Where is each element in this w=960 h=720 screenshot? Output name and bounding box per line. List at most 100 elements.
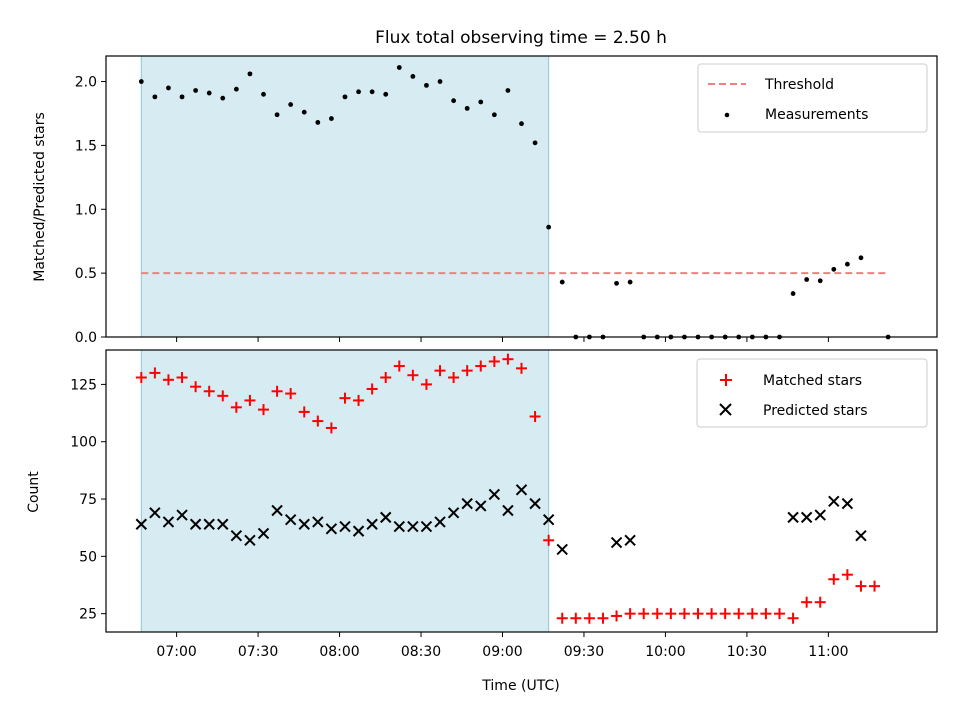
matched-stars-point <box>149 367 161 379</box>
measurements-point <box>329 116 334 121</box>
predicted-stars-point <box>312 516 324 528</box>
predicted-stars-point <box>542 513 555 526</box>
matched-stars-point <box>380 372 392 384</box>
matched-stars-point <box>325 422 337 434</box>
matched-stars-point <box>583 612 595 624</box>
matched-stars-point <box>597 612 609 624</box>
x-tick-label: 07:30 <box>238 644 278 660</box>
measurements-point <box>369 89 375 95</box>
matched-legend-label: Matched stars <box>763 373 862 389</box>
ratio-y-axis-label: Matched/Predicted stars <box>32 112 48 282</box>
predicted-stars-point <box>271 504 283 517</box>
measurements-point <box>206 90 212 96</box>
matched-stars-point <box>814 596 826 608</box>
figure-title: Flux total observing time = 2.50 h <box>375 28 667 48</box>
measurements-point <box>233 86 239 92</box>
matched-legend-swatch <box>720 374 732 386</box>
matched-stars-point <box>841 569 853 581</box>
x-tick-label: 11:00 <box>808 644 848 660</box>
y-tick-label: 75 <box>79 492 97 508</box>
matched-stars-point <box>529 410 541 422</box>
measurements-point <box>261 91 266 97</box>
matched-stars-point <box>407 369 419 381</box>
measurements-point <box>559 279 565 285</box>
predicted-stars-point <box>828 495 840 508</box>
x-tick-label: 09:00 <box>482 644 522 660</box>
measurements-point <box>437 79 443 84</box>
matched-stars-point <box>298 406 310 418</box>
measurements-point <box>247 71 253 77</box>
measurements-point <box>804 277 810 282</box>
matched-stars-point <box>556 612 568 624</box>
matched-stars-point <box>393 360 405 372</box>
measurements-point <box>546 224 552 230</box>
matched-stars-point <box>230 401 242 413</box>
matched-stars-point <box>217 390 229 402</box>
matched-stars-point <box>665 608 677 620</box>
count-panel: 25 50 75 100 125 07:00 07:30 08:00 08:30 09:00 09:… <box>26 349 938 694</box>
count-y-axis-label: Count <box>26 471 42 513</box>
count-marks <box>135 353 881 624</box>
matched-stars-point <box>692 608 704 620</box>
ratio-legend: Threshold Measurements <box>697 63 928 133</box>
predicted-stars-point <box>393 520 406 533</box>
ratio-panel: 0.00.51.01.52.0 Matched/Predicted stars … <box>32 55 938 346</box>
ratio-legend-box <box>697 63 928 133</box>
measurements-point <box>790 291 796 296</box>
measurements-point <box>152 94 158 100</box>
predicted-stars-point <box>339 520 351 533</box>
matched-stars-point <box>516 362 527 374</box>
measurements-legend-label: Measurements <box>765 107 868 123</box>
predicted-stars-point <box>257 527 270 540</box>
x-tick-label: 09:30 <box>564 644 604 660</box>
matched-stars-point <box>475 360 487 372</box>
predicted-stars-point <box>135 518 148 530</box>
predicted-stars-point <box>475 500 487 512</box>
matched-stars-point <box>543 534 555 546</box>
measurements-point <box>301 109 307 115</box>
matched-stars-point <box>448 372 460 384</box>
plot-frame <box>105 55 938 338</box>
predicted-stars-point <box>624 534 636 546</box>
predicted-stars-point <box>461 497 473 510</box>
predicted-stars-point <box>502 504 514 517</box>
matched-stars-point <box>461 365 473 377</box>
matched-stars-point <box>869 580 881 592</box>
matched-stars-point <box>706 608 718 620</box>
predicted-stars-point <box>217 518 229 530</box>
predicted-stars-point <box>380 511 392 524</box>
predicted-stars-point <box>610 536 623 549</box>
matched-stars-point <box>638 608 650 620</box>
predicted-stars-point <box>787 511 799 524</box>
predicted-stars-point <box>447 507 460 519</box>
matched-stars-point <box>203 385 215 397</box>
predicted-stars-point <box>352 525 365 537</box>
y-tick-label: 1.0 <box>75 202 97 218</box>
measurements-point <box>627 279 633 285</box>
matched-stars-point <box>855 580 867 592</box>
measurements-point <box>614 280 619 286</box>
predicted-stars-point <box>149 507 161 519</box>
measurements-point <box>342 94 348 100</box>
matched-stars-point <box>176 372 188 384</box>
matched-stars-point <box>162 374 174 386</box>
predicted-stars-point <box>244 534 256 546</box>
matched-stars-point <box>801 596 813 608</box>
matched-stars-point <box>420 378 432 390</box>
matched-stars-point <box>488 355 500 367</box>
matched-stars-point <box>787 612 799 624</box>
matched-stars-point <box>678 608 690 620</box>
predicted-stars-point <box>189 518 202 530</box>
measurements-point <box>532 140 538 146</box>
measurements-point <box>396 65 402 70</box>
measurements-point <box>424 82 429 88</box>
matched-stars-point <box>434 365 446 377</box>
matched-stars-point <box>190 381 202 393</box>
matched-stars-point <box>312 415 324 427</box>
threshold-legend-label: Threshold <box>764 77 834 93</box>
x-tick-label: 08:00 <box>319 644 359 660</box>
matched-stars-point <box>624 608 636 620</box>
matched-stars-point <box>760 608 772 620</box>
predicted-stars-point <box>420 520 433 533</box>
